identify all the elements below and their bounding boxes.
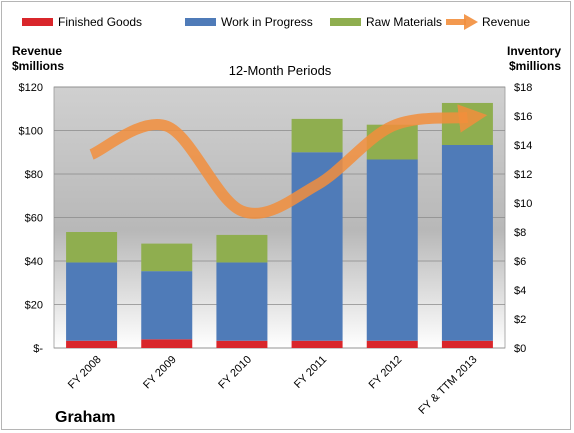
bar-finished-goods — [66, 340, 118, 348]
bar-work-in-progress — [141, 271, 193, 340]
bar-raw-materials — [291, 118, 343, 153]
bars — [66, 102, 493, 348]
left-tick-label: $80 — [25, 169, 43, 181]
x-tick-label: FY 2010 — [216, 354, 254, 392]
left-tick-label: $120 — [19, 82, 43, 94]
right-axis-title-line2: $millions — [509, 59, 561, 73]
left-tick-label: $60 — [25, 213, 43, 225]
chart-subtitle: 12-Month Periods — [229, 63, 332, 78]
right-tick-label: $6 — [514, 256, 526, 268]
right-tick-label: $18 — [514, 82, 532, 94]
legend-label: Work in Progress — [221, 15, 313, 29]
legend-swatch — [22, 18, 53, 26]
right-tick-label: $8 — [514, 227, 526, 239]
x-axis-ticks: FY 2008 FY 2009 FY 2010 FY 2011 FY 2012 FY & … — [66, 354, 480, 417]
legend-swatch — [185, 18, 216, 26]
bar-work-in-progress — [216, 262, 268, 341]
x-tick-label: FY & TTM 2013 — [416, 354, 479, 417]
right-tick-label: $14 — [514, 140, 532, 152]
right-axis-title-line1: Inventory — [507, 44, 561, 58]
bar-finished-goods — [366, 340, 418, 348]
legend: Finished Goods Work in Progress Raw Materi… — [22, 14, 530, 30]
revenue-line-layer — [89, 104, 488, 219]
left-tick-label: $40 — [25, 256, 43, 268]
legend-label: Revenue — [482, 15, 530, 29]
bar-raw-materials — [441, 102, 493, 145]
x-tick-label: FY 2011 — [292, 354, 329, 391]
bar-work-in-progress — [441, 145, 493, 341]
right-tick-label: $4 — [514, 285, 526, 297]
bar-work-in-progress — [66, 262, 118, 341]
left-axis-ticks: $- $20 $40 $60 $80 $100 $120 — [19, 82, 44, 355]
legend-swatch — [330, 18, 361, 26]
bar-raw-materials — [141, 243, 193, 272]
left-axis-title-line2: $millions — [12, 59, 64, 73]
revenue-line — [89, 104, 488, 219]
right-tick-label: $2 — [514, 314, 526, 326]
left-tick-label: $20 — [25, 300, 43, 312]
bar-finished-goods — [291, 340, 343, 348]
x-tick-label: FY 2012 — [367, 354, 405, 392]
legend-label: Raw Materials — [366, 15, 442, 29]
legend-label: Finished Goods — [58, 15, 142, 29]
bar-finished-goods — [441, 340, 493, 348]
right-tick-label: $12 — [514, 169, 532, 181]
left-tick-label: $- — [33, 343, 43, 355]
bar-finished-goods — [141, 339, 193, 348]
x-tick-label: FY 2008 — [66, 354, 104, 392]
bar-raw-materials — [216, 234, 268, 263]
left-axis-title-line1: Revenue — [12, 44, 62, 58]
right-tick-label: $10 — [514, 198, 532, 210]
right-axis-ticks: $0 $2 $4 $6 $8 $10 $12 $14 $16 $18 — [514, 82, 532, 355]
company-name: Graham — [55, 409, 115, 426]
bar-finished-goods — [216, 340, 268, 348]
right-tick-label: $16 — [514, 111, 532, 123]
bar-raw-materials — [66, 232, 118, 263]
right-tick-label: $0 — [514, 343, 526, 355]
left-tick-label: $100 — [19, 126, 43, 138]
legend-arrow-icon — [464, 14, 478, 30]
bar-work-in-progress — [366, 159, 418, 341]
x-tick-label: FY 2009 — [141, 354, 179, 392]
